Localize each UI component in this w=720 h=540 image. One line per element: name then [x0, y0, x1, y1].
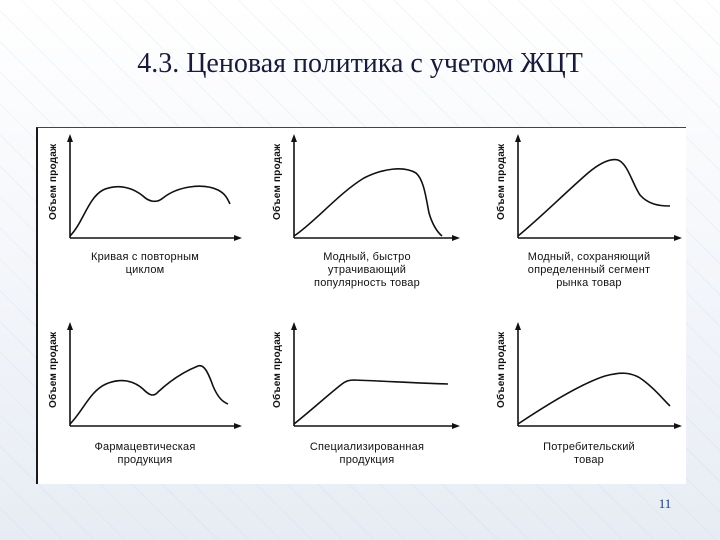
y-axis-arrow-icon [515, 134, 521, 142]
diagram-panel: Объем продаж Кривая с повторным циклом О… [36, 127, 686, 484]
x-axis-arrow-icon [234, 235, 242, 241]
chart-repeat-cycle-graphic [67, 134, 242, 241]
y-axis-arrow-icon [515, 322, 521, 330]
x-axis-arrow-icon [674, 423, 682, 429]
chart-caption: Модный, сохраняющий определенный сегмент… [527, 251, 651, 289]
chart-caption: Потребительский товар [543, 441, 635, 466]
sales-curve [517, 372, 671, 425]
sales-curve [69, 364, 229, 425]
y-axis-arrow-icon [291, 322, 297, 330]
y-axis-label: Объем продаж [272, 143, 283, 220]
chart-consumer-graphic [515, 322, 682, 429]
sales-curve [517, 158, 671, 237]
y-axis-label: Объем продаж [48, 143, 59, 220]
chart-specialized-graphic [291, 322, 460, 429]
chart-consumer: Объем продаж Потребительский товар [470, 306, 686, 484]
y-axis-arrow-icon [67, 134, 73, 142]
x-axis-arrow-icon [452, 235, 460, 241]
page-number: 11 [658, 496, 672, 511]
chart-fashion-segment-graphic [515, 134, 682, 241]
sales-curve [293, 379, 449, 425]
chart-specialized: Объем продаж Специализированная продукци… [254, 306, 470, 484]
y-axis-label: Объем продаж [496, 331, 507, 408]
x-axis-arrow-icon [674, 235, 682, 241]
slide-title: 4.3. Ценовая политика с учетом ЖЦТ [137, 48, 583, 79]
sales-curve [293, 168, 443, 237]
chart-caption: Кривая с повторным циклом [90, 251, 200, 276]
y-axis-arrow-icon [67, 322, 73, 330]
chart-fad: Объем продаж Модный, быстро утрачивающий… [254, 128, 470, 306]
chart-fad-graphic [291, 134, 460, 241]
x-axis-arrow-icon [234, 423, 242, 429]
chart-caption: Фармацевтическая продукция [94, 441, 196, 466]
chart-caption: Специализированная продукция [309, 441, 425, 466]
chart-caption: Модный, быстро утрачивающий популярность… [314, 251, 420, 289]
sales-curve [69, 185, 231, 237]
y-axis-label: Объем продаж [272, 331, 283, 408]
y-axis-arrow-icon [291, 134, 297, 142]
y-axis-label: Объем продаж [48, 331, 59, 408]
chart-fashion-segment: Объем продаж Модный, сохраняющий определ… [470, 128, 686, 306]
chart-pharma: Объем продаж Фармацевтическая продукция [38, 306, 254, 484]
y-axis-label: Объем продаж [496, 143, 507, 220]
chart-repeat-cycle: Объем продаж Кривая с повторным циклом [38, 128, 254, 306]
chart-pharma-graphic [67, 322, 242, 429]
x-axis-arrow-icon [452, 423, 460, 429]
